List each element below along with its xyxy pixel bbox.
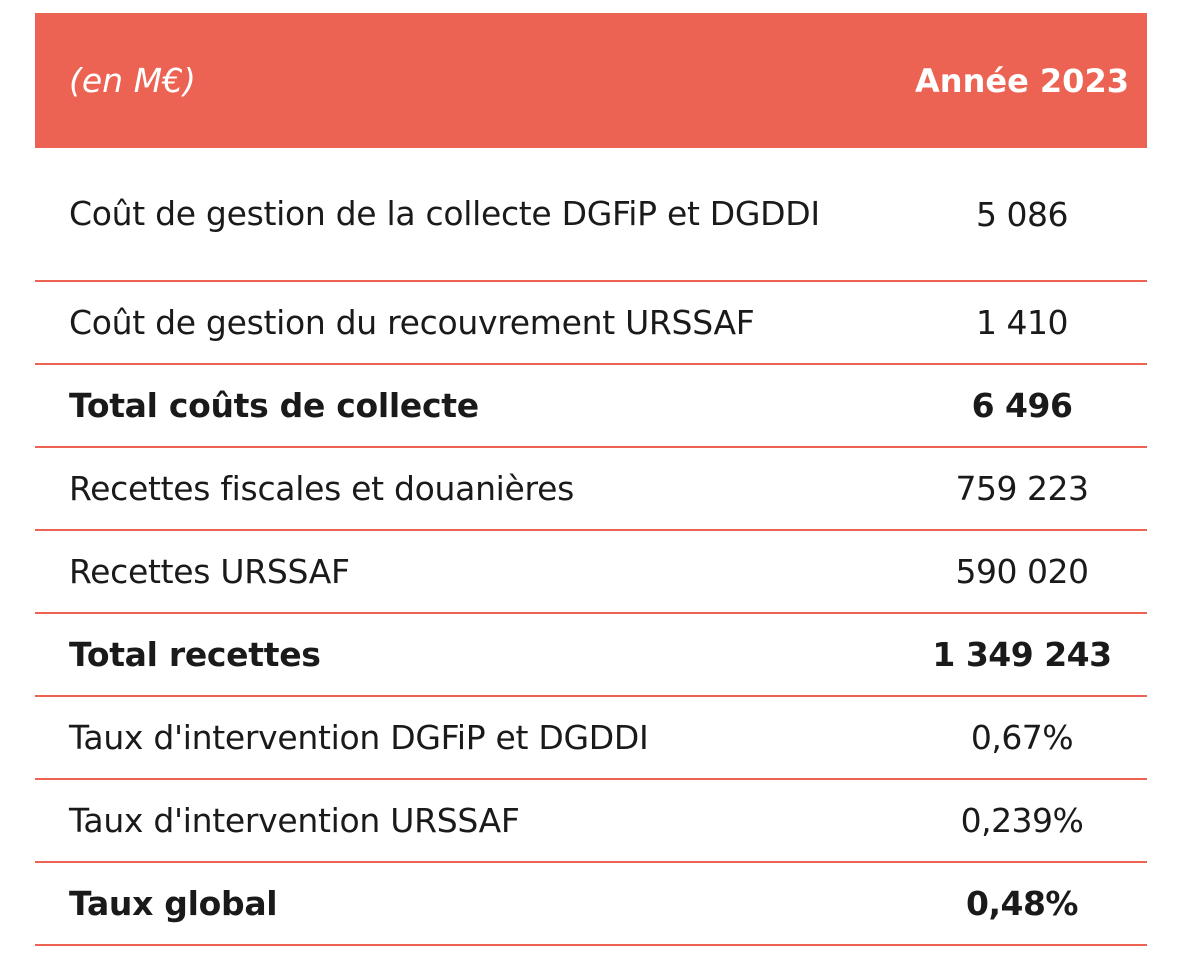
table-row: Coût de gestion de la collecte DGFiP et …: [35, 148, 1147, 282]
row-value-urssaf-revenue: 590 020: [955, 552, 1089, 591]
row-value-global-rate: 0,48%: [966, 884, 1079, 923]
collection-cost-table: (en M€) Année 2023 Coût de gestion de la…: [35, 13, 1147, 946]
row-label-dgfip-dgddi-rate: Taux d'intervention DGFiP et DGDDI: [69, 717, 649, 757]
table-row-total: Total coûts de collecte 6 496: [35, 365, 1147, 448]
row-label-global-rate: Taux global: [69, 883, 278, 923]
row-label-total-revenue: Total recettes: [69, 634, 321, 674]
row-label-dgfip-dgddi-cost: Coût de gestion de la collecte DGFiP et …: [69, 194, 820, 233]
row-label-urssaf-revenue: Recettes URSSAF: [69, 551, 350, 591]
table-row: Recettes URSSAF 590 020: [35, 531, 1147, 614]
row-label-fiscal-revenue: Recettes fiscales et douanières: [69, 468, 574, 508]
row-value-total-collection-cost: 6 496: [971, 386, 1073, 425]
row-value-total-revenue: 1 349 243: [932, 635, 1112, 674]
table-row: Coût de gestion du recouvrement URSSAF 1…: [35, 282, 1147, 365]
row-value-fiscal-revenue: 759 223: [955, 469, 1089, 508]
table-header: (en M€) Année 2023: [35, 13, 1147, 148]
table-row: Recettes fiscales et douanières 759 223: [35, 448, 1147, 531]
table-row: Taux d'intervention DGFiP et DGDDI 0,67%: [35, 697, 1147, 780]
table-row-total: Total recettes 1 349 243: [35, 614, 1147, 697]
row-label-urssaf-cost: Coût de gestion du recouvrement URSSAF: [69, 302, 755, 342]
row-label-total-collection-cost: Total coûts de collecte: [69, 385, 479, 425]
table-row: Taux d'intervention URSSAF 0,239%: [35, 780, 1147, 863]
row-value-dgfip-dgddi-cost: 5 086: [976, 194, 1068, 234]
unit-label: (en M€): [69, 61, 196, 100]
row-label-urssaf-rate: Taux d'intervention URSSAF: [69, 800, 520, 840]
row-value-dgfip-dgddi-rate: 0,67%: [970, 718, 1074, 757]
row-value-urssaf-rate: 0,239%: [960, 801, 1084, 840]
row-value-urssaf-cost: 1 410: [976, 303, 1068, 342]
year-column-header: Année 2023: [915, 61, 1129, 100]
table-row-total: Taux global 0,48%: [35, 863, 1147, 946]
